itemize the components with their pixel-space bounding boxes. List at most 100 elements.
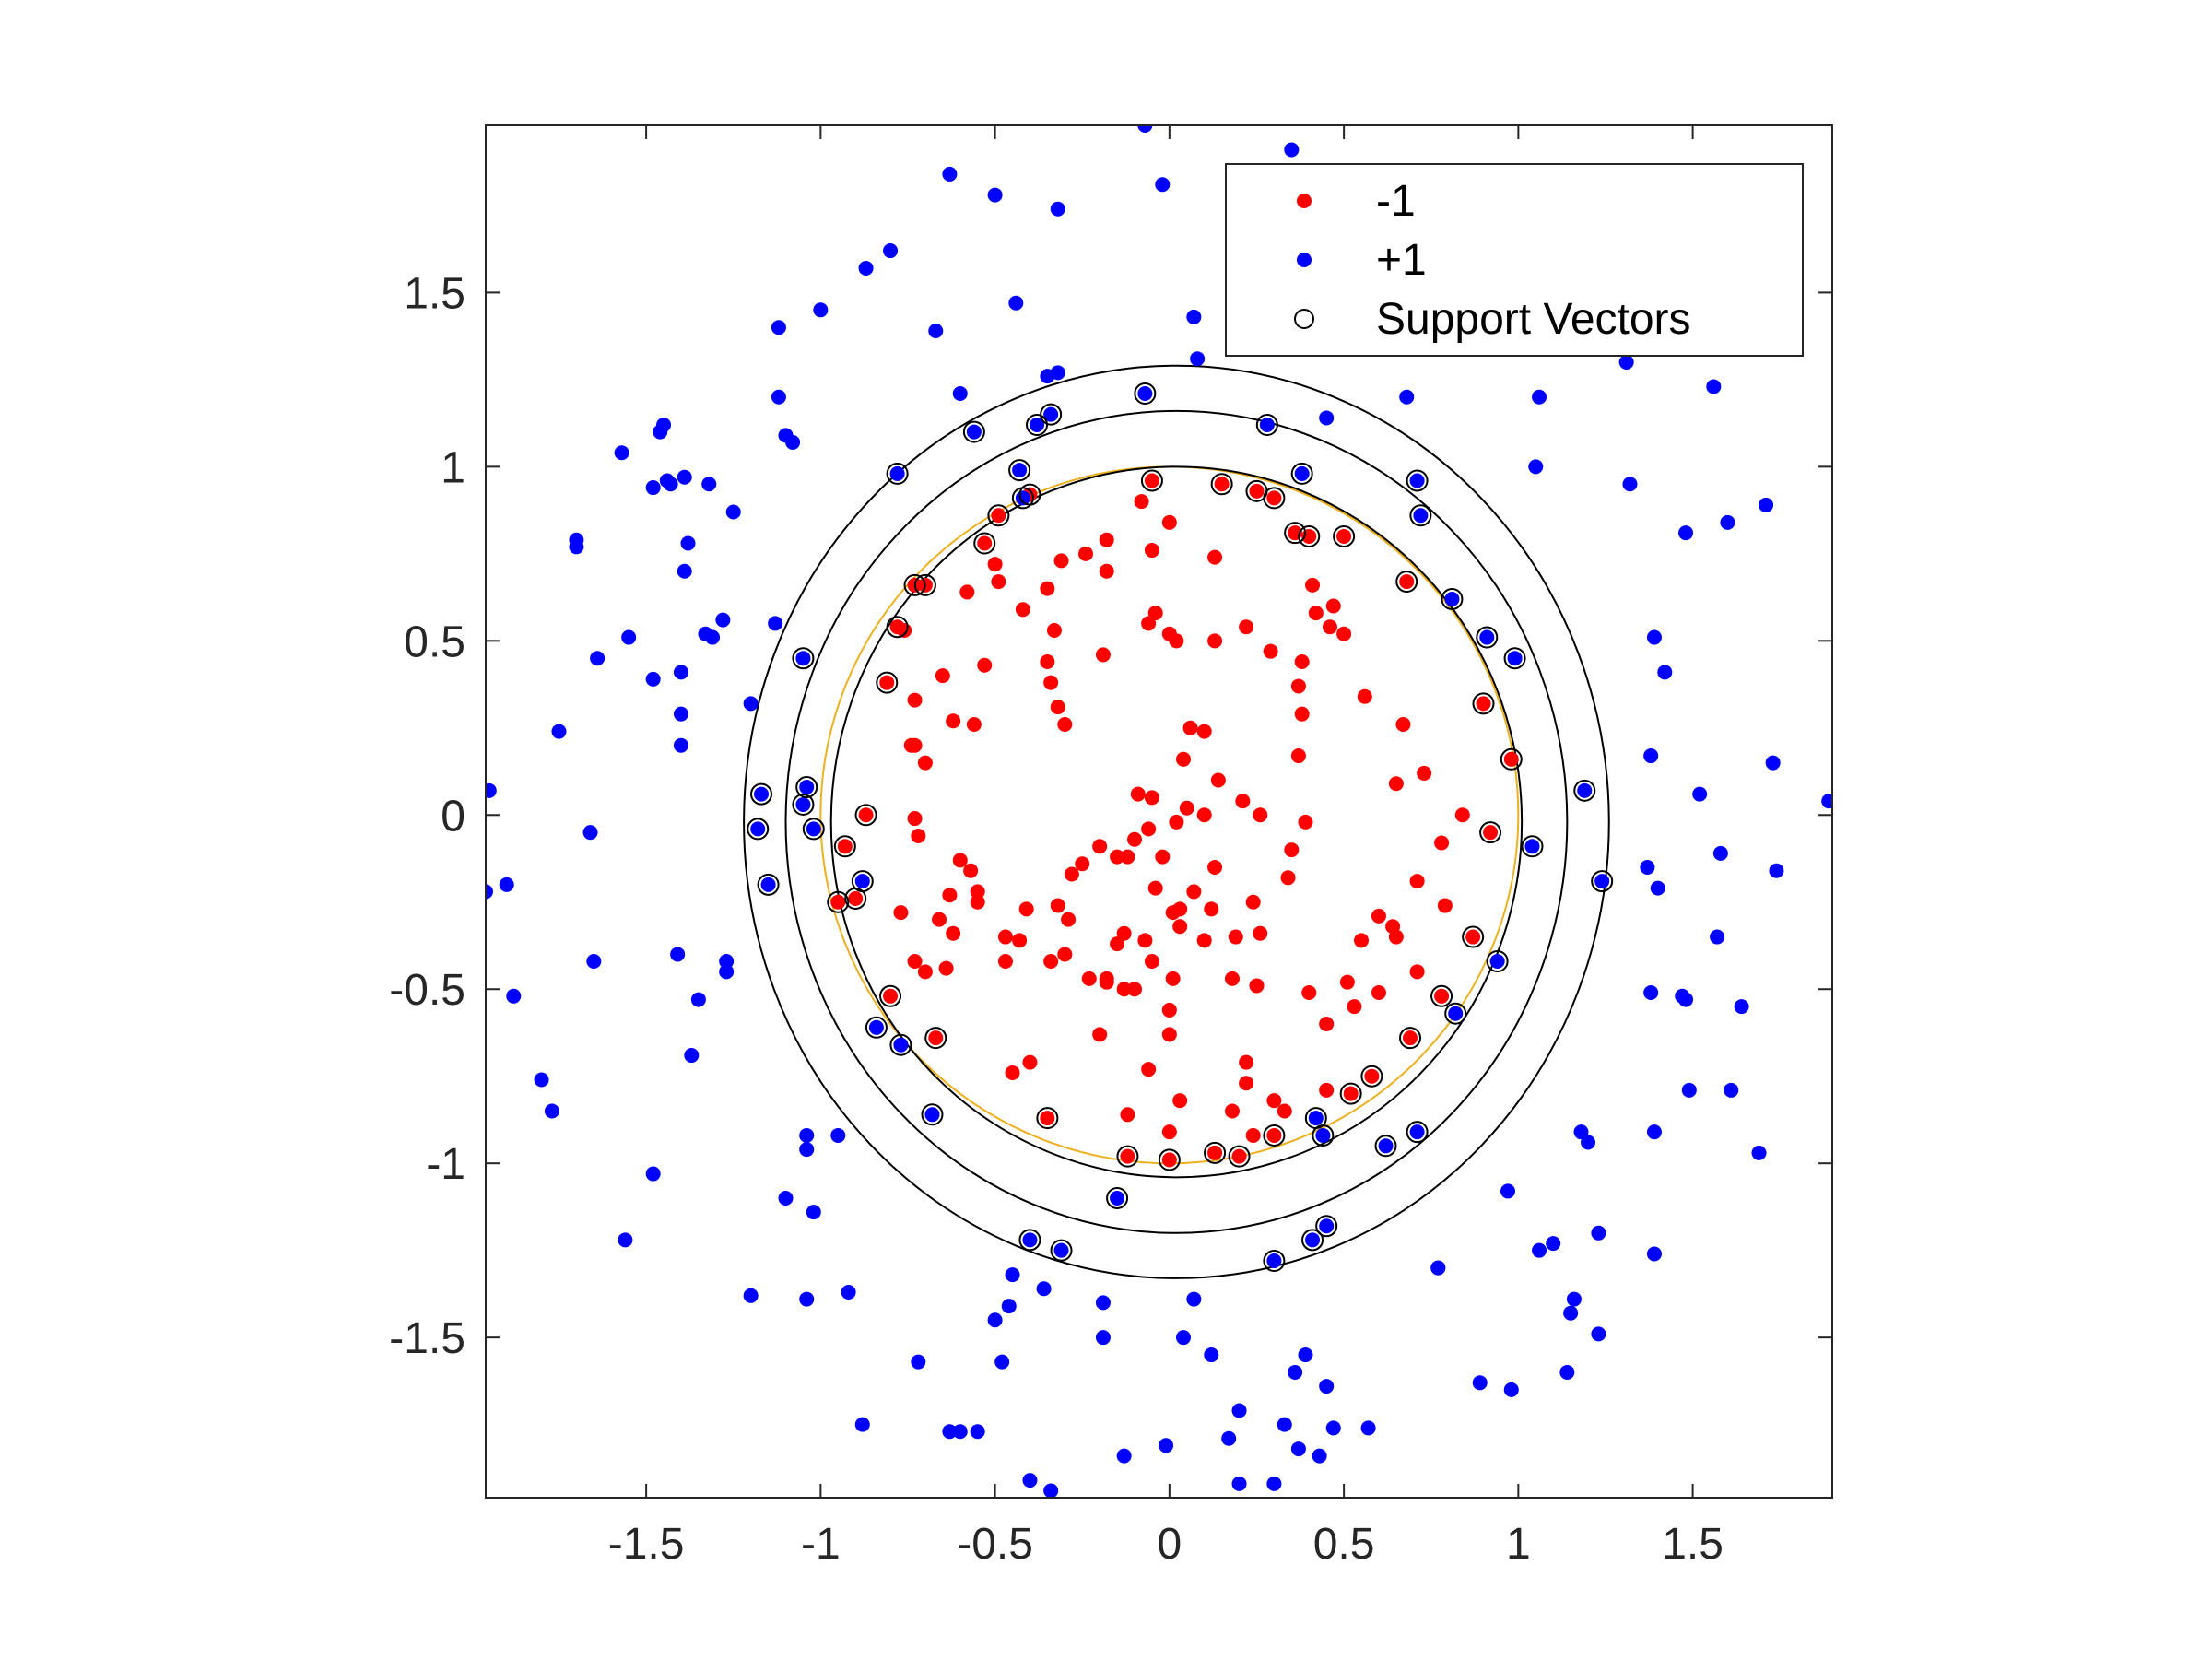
- support-vector-marker: [1116, 1145, 1139, 1168]
- point-pos: [1594, 874, 1610, 889]
- point-neg: [1253, 925, 1268, 941]
- point-neg: [1092, 1027, 1108, 1042]
- point-neg: [1266, 1093, 1282, 1109]
- point-pos: [1479, 629, 1495, 645]
- point-pos: [1360, 1420, 1376, 1436]
- support-vector-marker: [1409, 504, 1432, 527]
- point-neg: [1207, 1145, 1223, 1160]
- point-pos: [1043, 406, 1059, 422]
- point-neg: [1210, 772, 1226, 788]
- x-tick-label: 1: [1506, 1520, 1531, 1569]
- point-pos: [1500, 1183, 1515, 1199]
- point-pos: [1030, 418, 1045, 433]
- point-pos: [1378, 1138, 1394, 1154]
- point-pos: [614, 445, 629, 461]
- point-neg: [1155, 849, 1171, 865]
- point-pos: [1692, 786, 1708, 802]
- support-vector-marker: [795, 776, 818, 799]
- point-neg: [1064, 866, 1079, 882]
- point-neg: [970, 894, 985, 910]
- contour-margin-inner: [830, 465, 1524, 1179]
- point-neg: [1165, 971, 1181, 986]
- point-pos: [799, 1127, 815, 1143]
- point-pos: [1640, 859, 1655, 875]
- point-pos: [1503, 1382, 1519, 1397]
- support-vector-marker: [1204, 1141, 1227, 1164]
- point-pos: [1095, 1330, 1111, 1346]
- point-neg: [952, 853, 968, 868]
- point-neg: [935, 668, 950, 684]
- support-vector-marker: [1284, 522, 1307, 545]
- point-neg: [1371, 985, 1386, 1001]
- point-pos: [1008, 295, 1024, 311]
- point-neg: [1347, 999, 1362, 1015]
- point-neg: [1005, 1065, 1020, 1080]
- point-pos: [719, 954, 735, 970]
- point-pos: [680, 535, 696, 551]
- point-pos: [1298, 1347, 1313, 1363]
- point-pos: [701, 477, 717, 492]
- point-pos: [673, 737, 688, 753]
- support-vector-marker: [1479, 821, 1502, 844]
- point-pos: [1643, 748, 1659, 764]
- support-vector-marker: [1444, 1002, 1467, 1025]
- point-pos: [924, 1107, 940, 1123]
- point-neg: [1395, 717, 1411, 733]
- point-neg: [1092, 839, 1108, 854]
- point-pos: [1409, 1124, 1425, 1140]
- point-pos: [1036, 1281, 1052, 1297]
- point-neg: [1231, 1148, 1247, 1164]
- point-pos: [1012, 463, 1028, 478]
- point-neg: [1277, 1103, 1292, 1119]
- point-neg: [858, 807, 874, 823]
- support-vector-marker: [833, 835, 856, 858]
- point-neg: [1266, 490, 1282, 506]
- x-tick-label: 1.5: [1662, 1520, 1724, 1569]
- legend-marker-pos: [1297, 253, 1312, 267]
- point-pos: [1315, 1127, 1331, 1143]
- point-neg: [907, 692, 923, 708]
- point-pos: [725, 504, 741, 520]
- point-pos: [656, 418, 672, 433]
- point-pos: [1734, 999, 1749, 1015]
- point-neg: [1409, 964, 1425, 980]
- point-neg: [1040, 1111, 1055, 1126]
- point-neg: [970, 884, 985, 900]
- point-neg: [1239, 619, 1254, 635]
- point-pos: [1186, 1291, 1202, 1307]
- point-neg: [1040, 653, 1055, 669]
- point-pos: [1190, 351, 1206, 367]
- point-pos: [1720, 514, 1735, 530]
- support-vector-marker: [973, 532, 996, 555]
- point-pos: [1050, 365, 1065, 381]
- point-neg: [1161, 1152, 1177, 1168]
- point-neg: [1175, 751, 1191, 767]
- point-neg: [1116, 925, 1132, 941]
- point-neg: [959, 584, 975, 600]
- point-neg: [1172, 919, 1188, 935]
- point-neg: [997, 929, 1013, 945]
- point-neg: [1144, 473, 1159, 488]
- support-vector-marker: [1395, 571, 1418, 594]
- support-vector-marker: [1158, 1148, 1181, 1171]
- point-neg: [1182, 720, 1198, 735]
- point-neg: [991, 508, 1006, 524]
- point-neg: [1099, 974, 1114, 990]
- point-pos: [670, 947, 686, 962]
- point-pos: [858, 260, 874, 276]
- point-pos: [987, 187, 1003, 203]
- point-neg: [1110, 849, 1125, 865]
- point-pos: [1591, 1225, 1606, 1241]
- point-pos: [1769, 863, 1784, 878]
- support-vector-marker: [1521, 835, 1544, 858]
- point-neg: [1417, 765, 1432, 781]
- support-vector-marker: [1228, 1145, 1251, 1168]
- point-pos: [942, 1424, 958, 1440]
- point-pos: [1489, 954, 1505, 970]
- support-vector-marker: [987, 504, 1010, 527]
- point-pos: [1022, 1473, 1038, 1488]
- support-vector-marker: [1315, 1215, 1338, 1238]
- point-neg: [1434, 988, 1450, 1004]
- point-pos: [1712, 845, 1728, 861]
- support-vector-marker: [1008, 459, 1031, 482]
